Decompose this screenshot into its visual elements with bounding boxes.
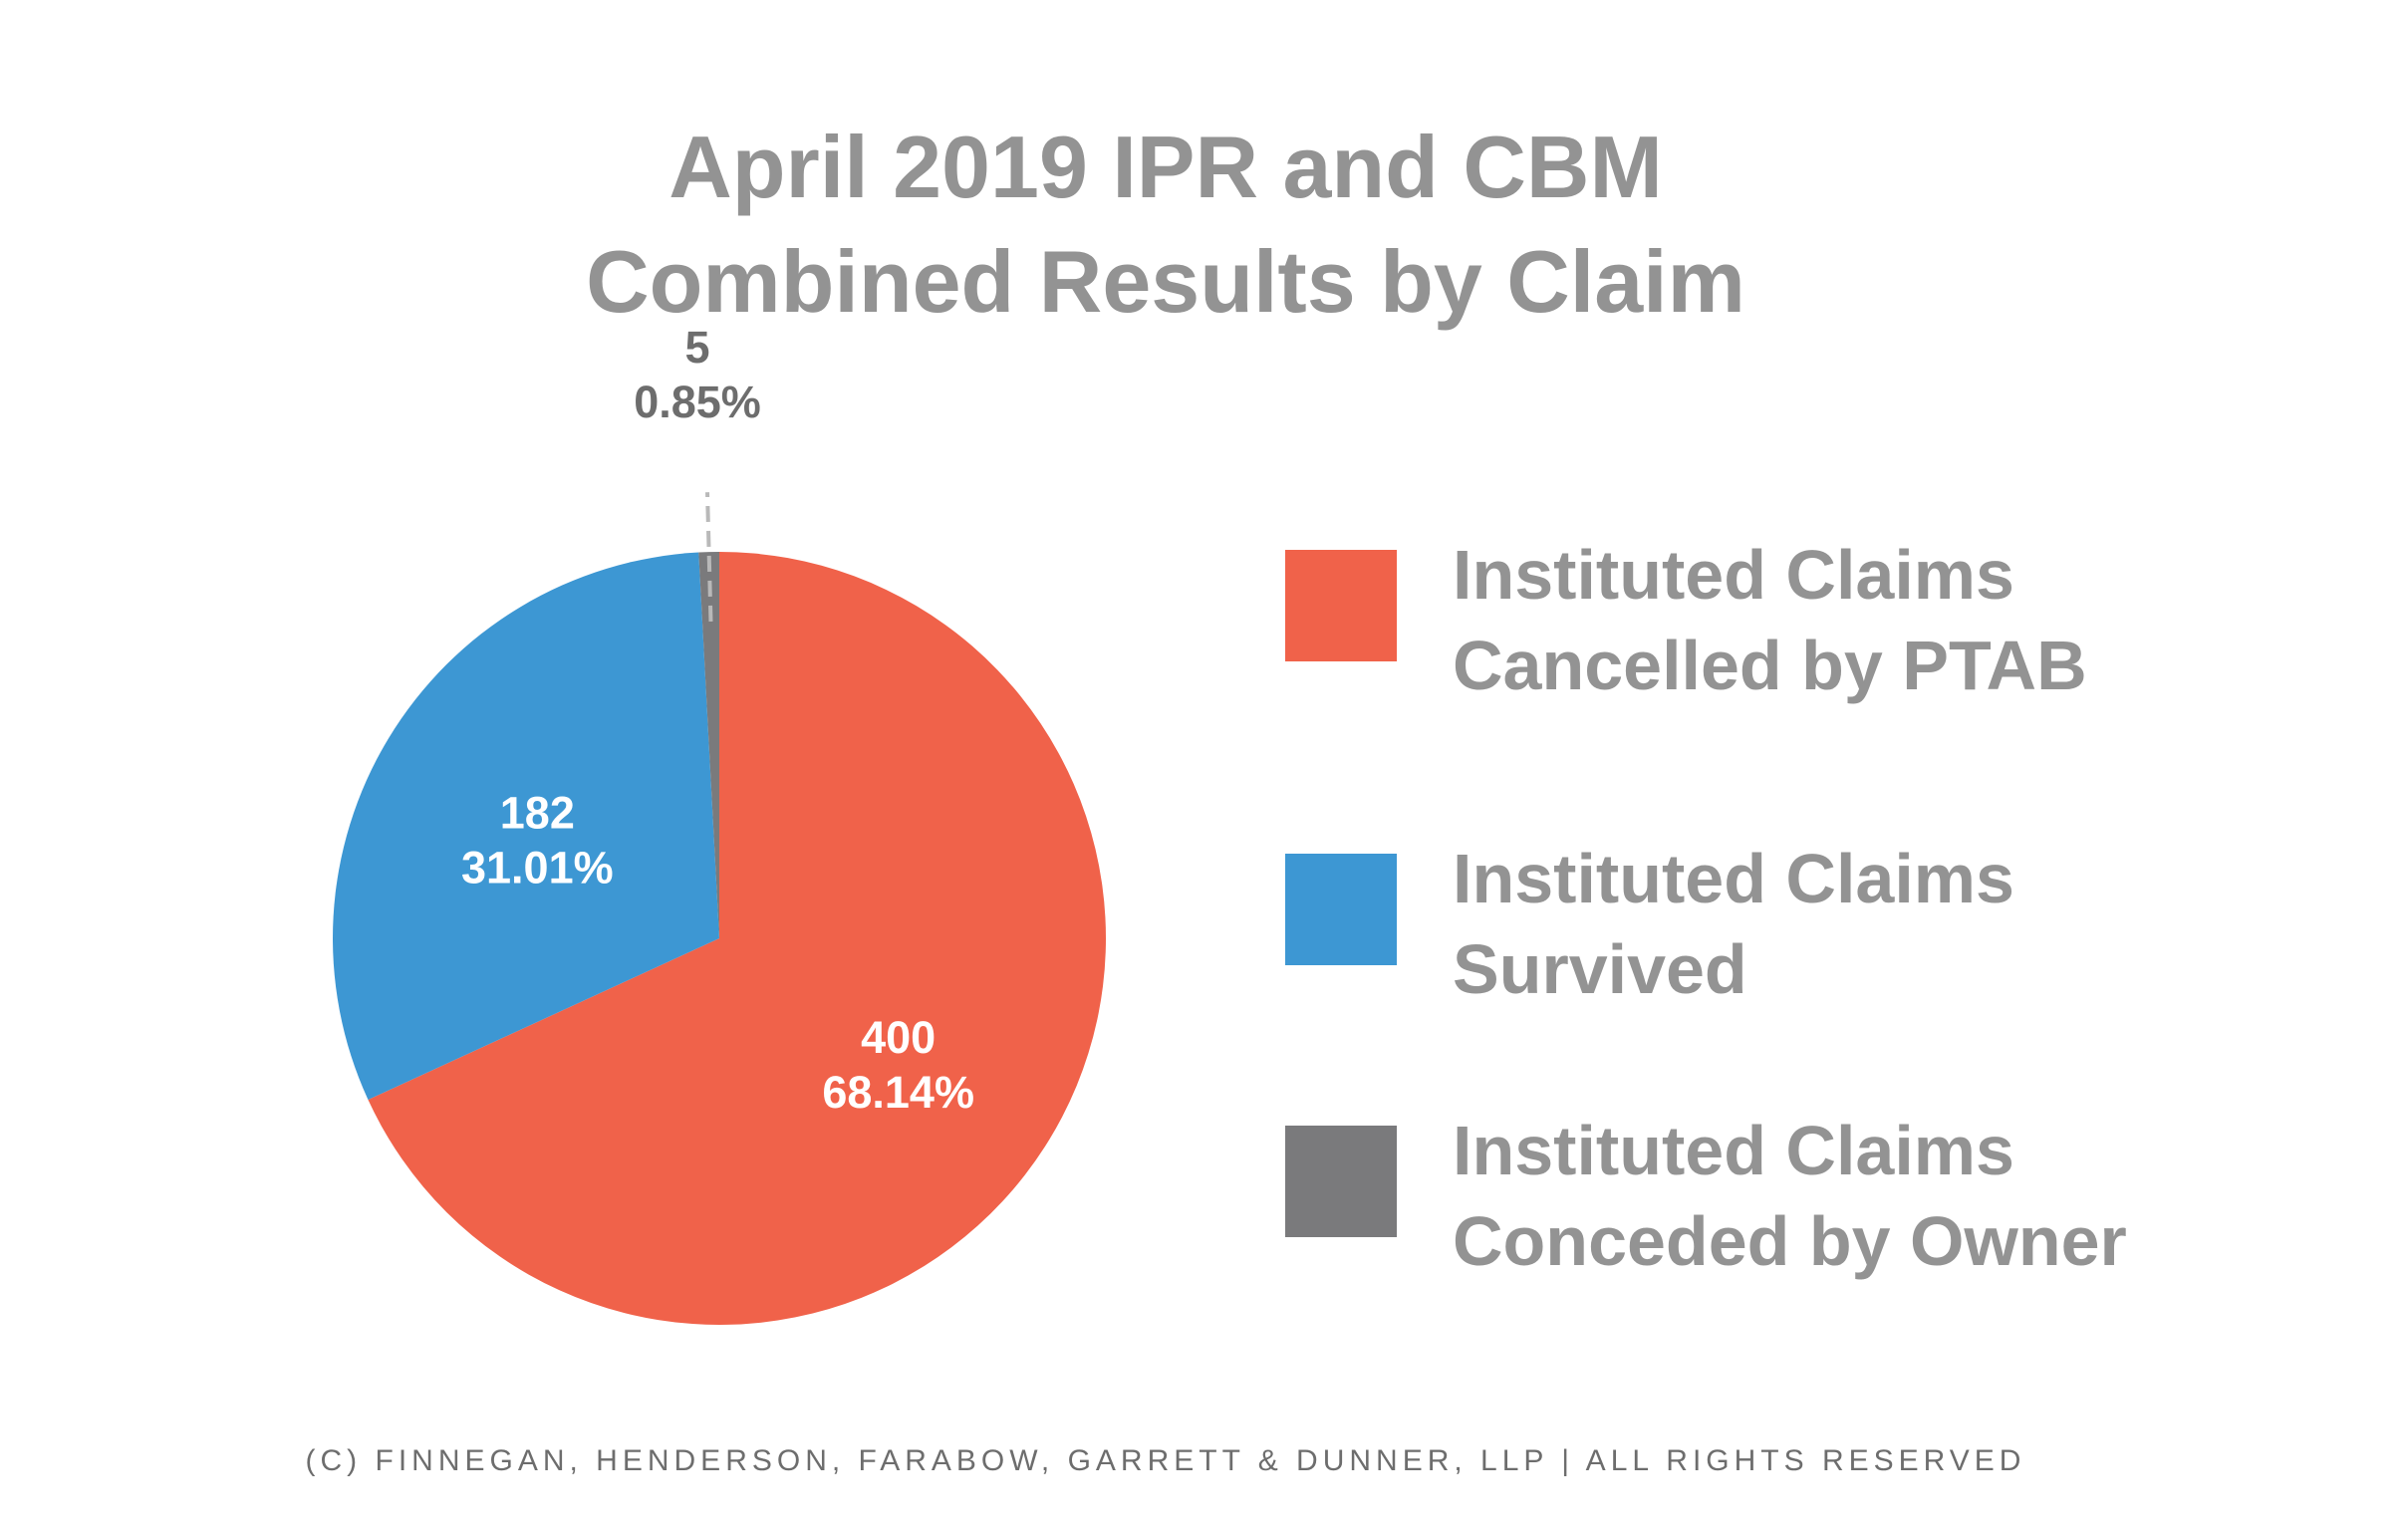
data-label-percent-conceded: 0.85% bbox=[634, 377, 761, 427]
chart-title-line-1: April 2019 IPR and CBM bbox=[669, 118, 1663, 216]
slice-conceded bbox=[698, 552, 719, 938]
copyright-footer: (C) FINNEGAN, HENDERSON, FARABOW, GARRET… bbox=[305, 1444, 2026, 1477]
legend-swatch-conceded bbox=[1285, 1126, 1397, 1237]
legend-label-survived: Instituted Claims Survived bbox=[1453, 840, 2014, 1008]
legend-label-conceded: Instituted Claims Conceded by Owner bbox=[1453, 1112, 2127, 1280]
data-label-conceded: 50.85% bbox=[634, 322, 761, 427]
slice-survived bbox=[332, 552, 719, 1101]
chart-title: April 2019 IPR and CBM Combined Results … bbox=[0, 110, 2331, 339]
pie-slices bbox=[332, 552, 1106, 1325]
legend-swatch-survived bbox=[1285, 854, 1397, 965]
legend-swatch-cancelled bbox=[1285, 550, 1397, 661]
data-label-value-conceded: 5 bbox=[684, 322, 709, 373]
data-label-percent-survived: 31.01% bbox=[461, 843, 614, 894]
data-label-value-cancelled: 400 bbox=[861, 1012, 936, 1063]
slice-leader-line-conceded bbox=[705, 492, 713, 623]
chart-title-line-2: Combined Results by Claim bbox=[586, 232, 1745, 331]
slice-cancelled bbox=[368, 552, 1106, 1325]
data-label-percent-cancelled: 68.14% bbox=[822, 1067, 974, 1118]
legend-label-cancelled: Instituted Claims Cancelled by PTAB bbox=[1453, 536, 2087, 704]
data-label-value-survived: 182 bbox=[500, 788, 575, 839]
